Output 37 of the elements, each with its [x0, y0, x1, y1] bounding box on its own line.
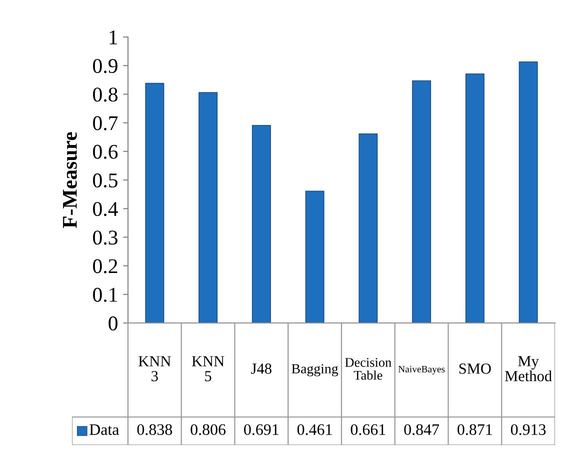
data-label: 0.806 — [190, 424, 226, 436]
x-tick-label: Bagging — [292, 364, 338, 376]
x-tick-label: Decision Table — [345, 358, 392, 380]
bar — [305, 190, 324, 323]
y-tick-label: 0.1 — [93, 288, 118, 302]
x-tick-label: KNN 3 — [138, 356, 171, 382]
y-axis-title: F-Measure — [63, 132, 77, 228]
data-label: 0.847 — [404, 424, 440, 436]
x-tick-label: NaiveBayes — [398, 366, 445, 374]
data-label: 0.871 — [458, 424, 492, 436]
y-tick-label: 1 — [110, 30, 118, 44]
bar — [518, 61, 538, 323]
data-label: 0.913 — [510, 424, 546, 436]
bar — [252, 124, 271, 323]
x-tick-label: J48 — [251, 364, 272, 374]
legend-label: Data — [90, 424, 120, 435]
bar — [198, 92, 218, 323]
y-tick-label: 0.9 — [93, 58, 118, 74]
y-tick-label: 0.7 — [93, 116, 118, 130]
data-label: 0.461 — [297, 424, 332, 436]
x-tick-label: KNN 5 — [192, 356, 224, 382]
y-tick-label: 0.8 — [93, 88, 118, 102]
bar — [412, 80, 432, 323]
data-label: 0.661 — [350, 424, 386, 436]
bar — [465, 73, 484, 323]
y-tick-label: 0.3 — [93, 230, 118, 245]
y-tick-label: 0 — [108, 316, 118, 330]
y-tick-label: 0.2 — [93, 259, 118, 274]
bar — [358, 134, 378, 323]
bar — [145, 82, 164, 323]
y-tick-label: 0.5 — [93, 173, 118, 188]
y-tick-label: 0.4 — [93, 202, 118, 216]
data-label: 0.838 — [137, 424, 172, 436]
data-label: 0.691 — [244, 424, 278, 436]
x-tick-label: SMO — [459, 364, 491, 374]
x-tick-label: My Method — [504, 356, 552, 382]
y-tick-label: 0.6 — [93, 144, 118, 159]
